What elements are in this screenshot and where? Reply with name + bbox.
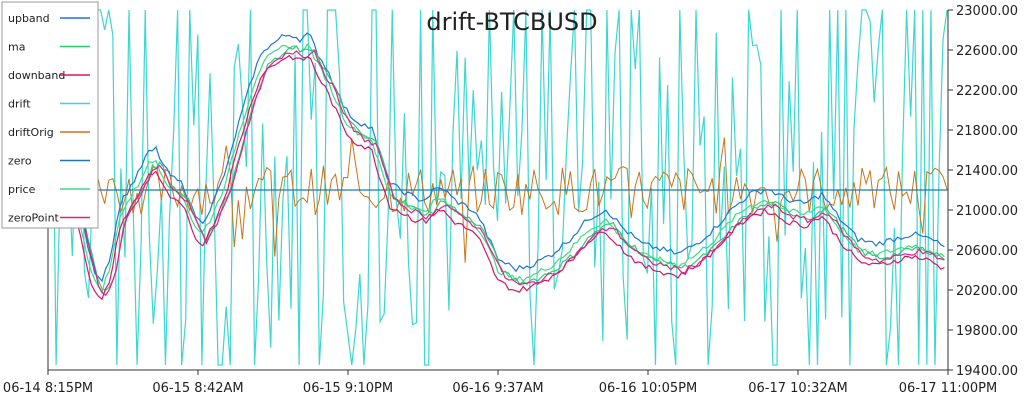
legend-label: ma bbox=[8, 41, 25, 54]
y-tick-label: 20600.00 bbox=[956, 244, 1018, 259]
y-tick-label: 21400.00 bbox=[956, 164, 1018, 179]
y-tick-label: 21000.00 bbox=[956, 204, 1018, 219]
series-driftOrig bbox=[47, 137, 948, 263]
x-tick-label: 06-16 10:05PM bbox=[599, 381, 697, 396]
series-downband bbox=[47, 54, 945, 301]
legend-box bbox=[1, 1, 99, 229]
y-tick-label: 21800.00 bbox=[956, 124, 1018, 139]
legend-label: driftOrig bbox=[8, 126, 54, 139]
series-layer bbox=[47, 9, 948, 366]
legend-label: drift bbox=[8, 98, 31, 111]
series-drift bbox=[47, 9, 948, 366]
x-tick-label: 06-15 8:42AM bbox=[152, 381, 243, 396]
y-tick-label: 20200.00 bbox=[956, 284, 1018, 299]
y-tick-label: 19800.00 bbox=[956, 324, 1018, 339]
y-axis: 23000.00 22600.00 22200.00 21800.00 21400.00… bbox=[948, 4, 1018, 379]
legend-label: upband bbox=[8, 12, 50, 25]
chart-title: drift-BTCBUSD bbox=[426, 8, 597, 36]
legend-label: downband bbox=[8, 69, 65, 82]
legend: upband ma downband drift driftOrig zero price z… bbox=[1, 1, 99, 229]
y-tick-label: 22200.00 bbox=[956, 84, 1018, 99]
x-axis: 06-14 8:15PM 06-15 8:42AM 06-15 9:10PM 06-1… bbox=[3, 370, 997, 396]
legend-label: zeroPoint bbox=[8, 212, 60, 225]
x-tick-label: 06-17 11:00PM bbox=[899, 381, 997, 396]
x-tick-label: 06-14 8:15PM bbox=[3, 381, 93, 396]
y-tick-label: 19400.00 bbox=[956, 364, 1018, 379]
y-tick-label: 23000.00 bbox=[956, 4, 1018, 19]
legend-label: zero bbox=[8, 155, 32, 168]
legend-label: price bbox=[8, 183, 36, 196]
series-zeroPoint bbox=[47, 49, 945, 297]
series-price bbox=[47, 43, 945, 295]
x-tick-label: 06-16 9:37AM bbox=[452, 381, 543, 396]
y-tick-label: 22600.00 bbox=[956, 44, 1018, 59]
x-tick-label: 06-15 9:10PM bbox=[303, 381, 393, 396]
series-upband bbox=[47, 32, 945, 283]
x-tick-label: 06-17 10:32AM bbox=[748, 381, 847, 396]
